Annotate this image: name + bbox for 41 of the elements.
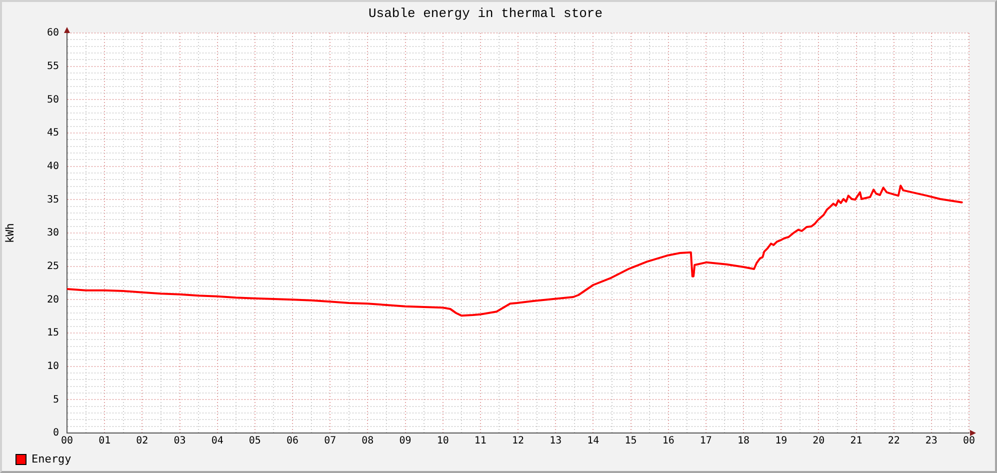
x-tick-label: 21 <box>850 436 862 447</box>
x-tick-label: 01 <box>98 436 111 447</box>
y-tick-label: 10 <box>46 360 59 372</box>
x-tick-label: 14 <box>587 436 600 447</box>
y-tick-label: 20 <box>46 294 59 306</box>
y-tick-label: 15 <box>46 328 59 339</box>
legend-label: Energy <box>32 452 72 466</box>
y-tick-label: 25 <box>46 260 59 272</box>
y-tick-label: 50 <box>46 94 59 106</box>
chart-title: Usable energy in thermal store <box>368 6 603 22</box>
x-tick-label: 03 <box>174 436 186 447</box>
x-tick-label: 17 <box>700 436 712 447</box>
x-tick-label: 23 <box>925 436 938 447</box>
y-tick-label: 30 <box>46 228 59 239</box>
x-tick-label: 02 <box>136 436 148 447</box>
y-tick-label: 0 <box>52 428 59 439</box>
y-tick-label: 35 <box>46 194 59 206</box>
x-tick-label: 07 <box>324 436 336 447</box>
x-tick-label: 05 <box>248 436 261 447</box>
x-tick-label: 09 <box>399 436 412 447</box>
x-tick-label: 08 <box>362 436 374 447</box>
y-tick-label: 5 <box>52 394 59 406</box>
x-tick-label: 12 <box>512 436 524 447</box>
x-tick-label: 11 <box>474 436 486 447</box>
x-tick-label: 13 <box>550 436 562 447</box>
x-tick-label: 00 <box>962 436 976 447</box>
y-axis-title: kWh <box>3 223 16 243</box>
x-tick-label: 19 <box>775 436 788 447</box>
y-tick-label: 40 <box>46 160 59 172</box>
x-tick-label: 18 <box>737 436 750 447</box>
x-tick-label: 10 <box>436 436 449 447</box>
y-tick-label: 60 <box>46 28 59 39</box>
x-tick-label: 20 <box>812 436 825 447</box>
y-tick-label: 55 <box>46 60 59 72</box>
x-tick-label: 16 <box>662 436 674 447</box>
x-tick-label: 00 <box>60 436 74 447</box>
x-tick-label: 22 <box>888 436 900 447</box>
x-tick-label: 15 <box>624 436 637 447</box>
y-tick-label: 45 <box>46 128 59 139</box>
x-tick-label: 06 <box>286 436 299 447</box>
x-tick-label: 04 <box>211 436 224 447</box>
